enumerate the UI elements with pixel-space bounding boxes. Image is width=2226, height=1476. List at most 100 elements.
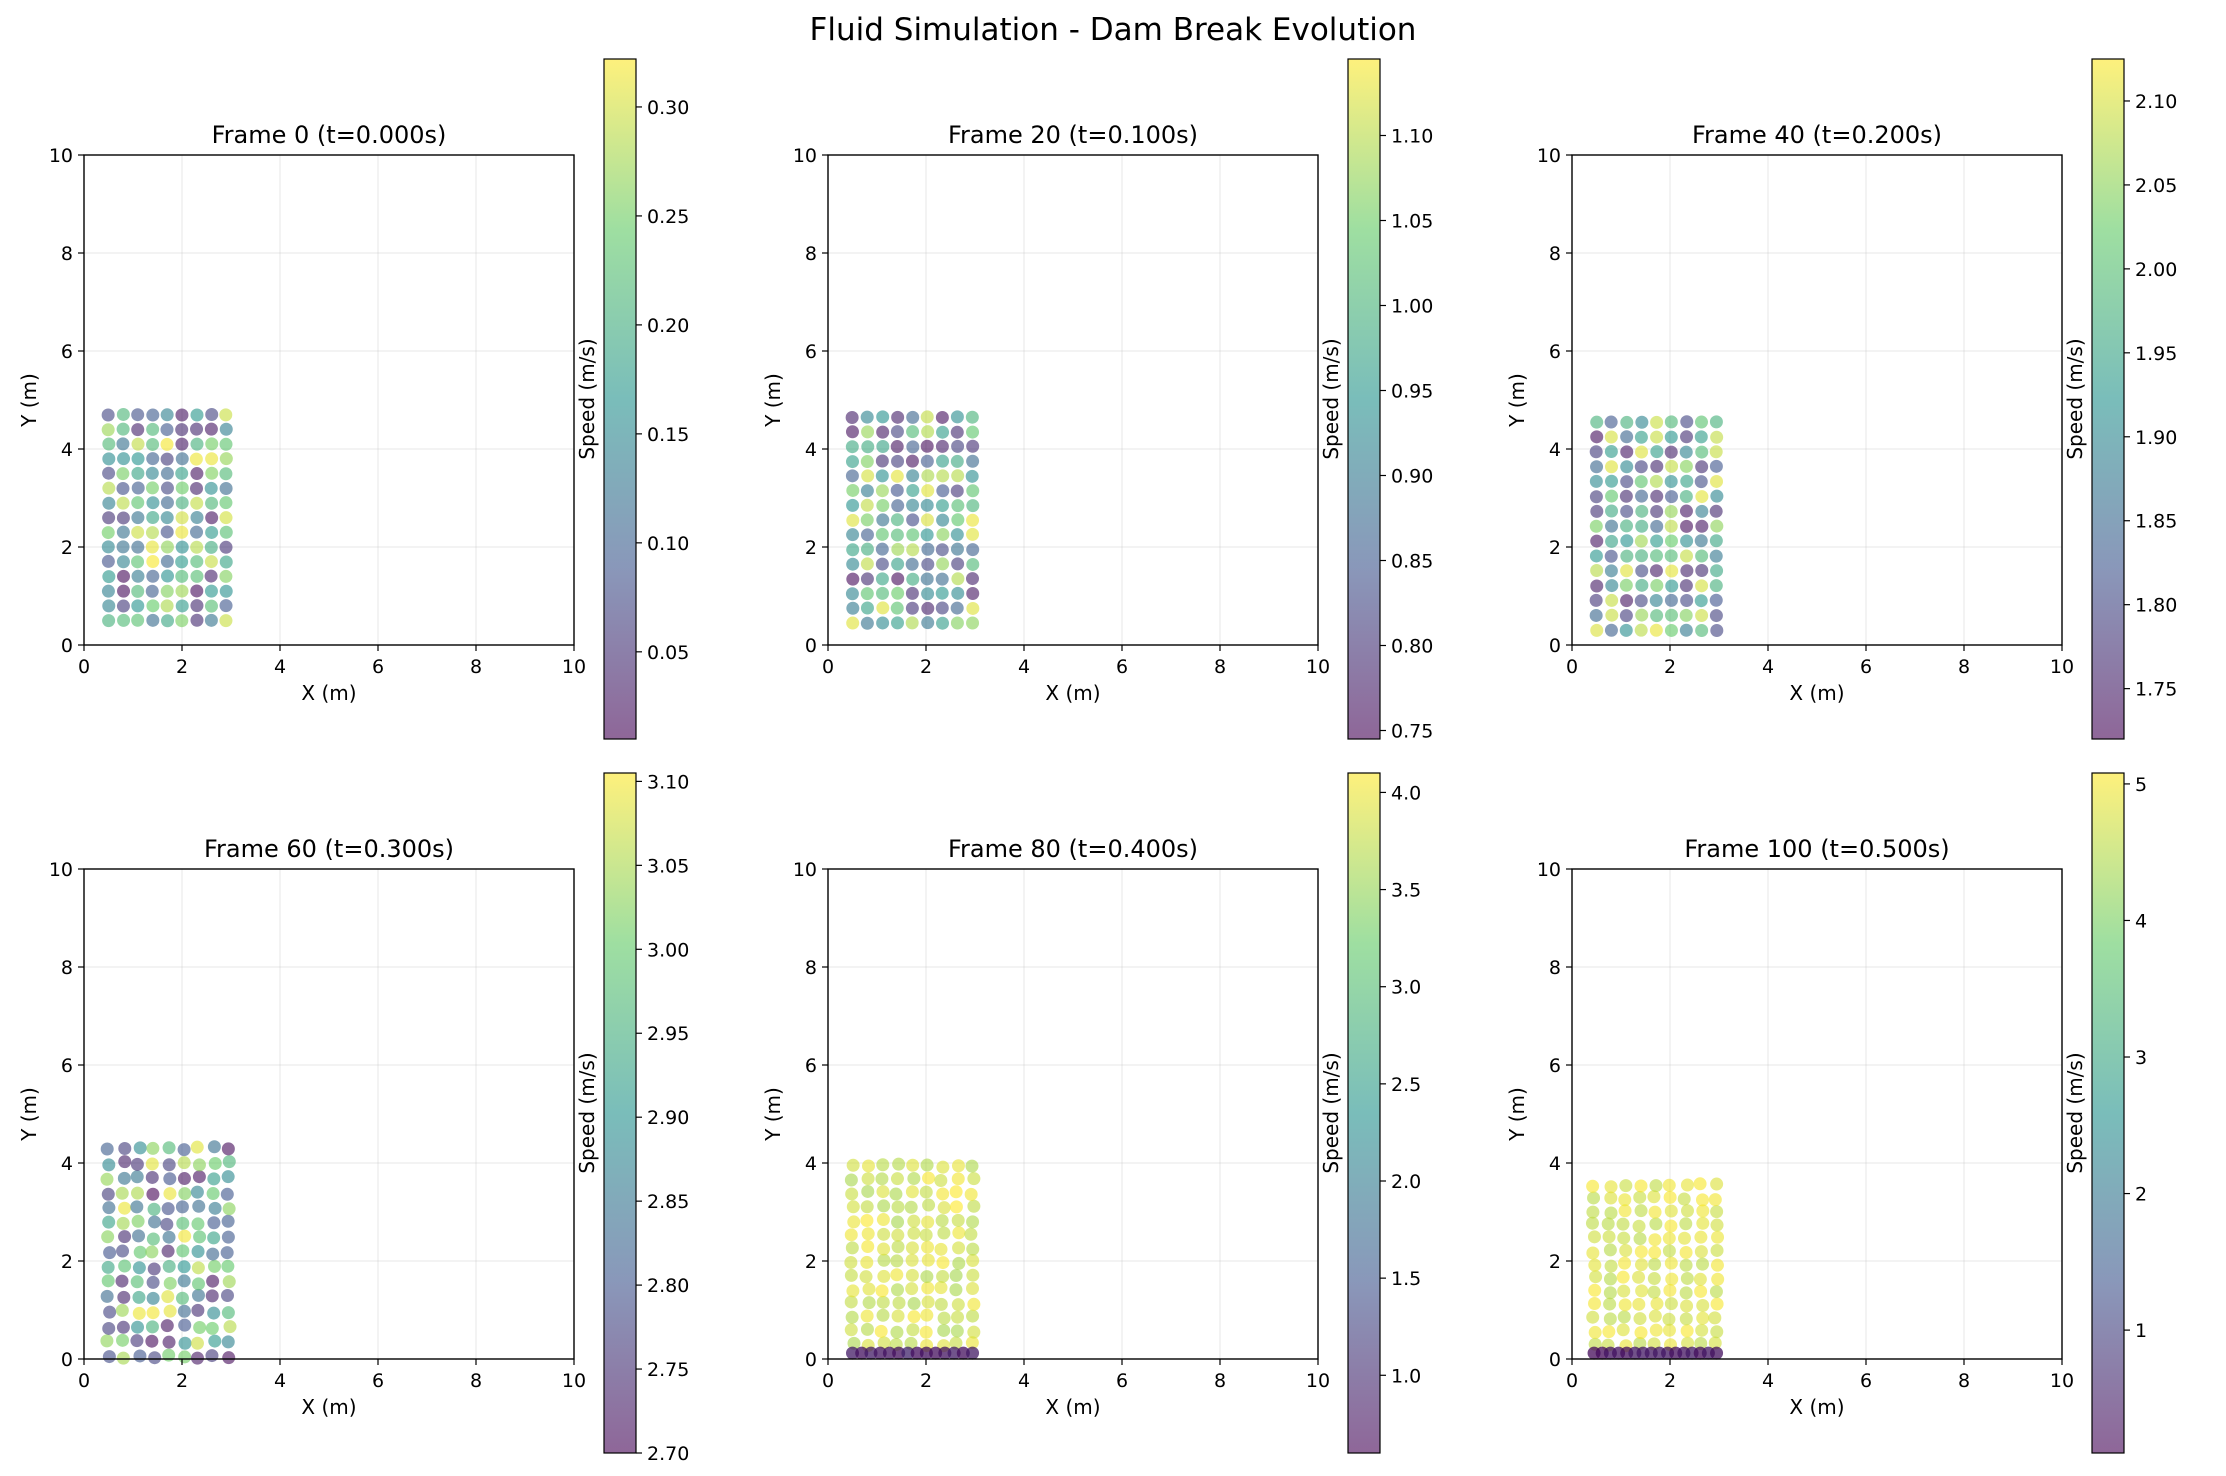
particle: [966, 425, 980, 439]
particle: [951, 499, 965, 513]
particle: [178, 1229, 192, 1243]
particle: [131, 1186, 145, 1200]
particle: [222, 1351, 236, 1365]
particle: [951, 1310, 965, 1324]
particle: [1664, 445, 1678, 459]
particle: [1617, 1284, 1631, 1298]
particle: [205, 1321, 219, 1335]
particle: [116, 1216, 130, 1230]
particle: [875, 572, 889, 586]
particle: [845, 425, 859, 439]
particle: [206, 1274, 220, 1288]
particle: [845, 469, 859, 483]
particle: [132, 1229, 146, 1243]
particle: [145, 1157, 159, 1171]
particle: [221, 1142, 235, 1156]
particle: [1680, 1178, 1694, 1192]
particle: [846, 572, 860, 586]
particle: [966, 1309, 980, 1323]
particle: [191, 1288, 205, 1302]
particle: [861, 1184, 875, 1198]
particle: [966, 1282, 980, 1296]
particle: [922, 1171, 936, 1185]
particle: [951, 513, 965, 527]
particle: [205, 511, 219, 525]
particle: [1634, 1179, 1648, 1193]
particle: [175, 466, 189, 480]
particle: [860, 557, 874, 571]
particle: [921, 616, 935, 630]
particle: [1679, 490, 1693, 504]
axes-frame: [1571, 154, 2063, 646]
x-tick-label: 10: [2050, 1370, 2074, 1392]
x-tick-label: 0: [822, 656, 834, 678]
particle: [1679, 608, 1693, 622]
particle: [101, 1187, 115, 1201]
particle: [966, 616, 980, 630]
particle: [221, 1306, 235, 1320]
particle: [131, 599, 145, 613]
particle: [189, 452, 203, 466]
particle: [920, 1158, 934, 1172]
particle: [175, 525, 189, 539]
colorbar-tick-label: 0.20: [647, 315, 689, 337]
particle: [906, 1158, 920, 1172]
particle: [145, 466, 159, 480]
particle: [1680, 415, 1694, 429]
particle: [1710, 1243, 1724, 1257]
particle: [146, 1291, 160, 1305]
particle: [191, 1303, 205, 1317]
particle: [116, 1320, 130, 1334]
particle: [1604, 460, 1618, 474]
particle: [1620, 594, 1634, 608]
particle: [191, 1217, 205, 1231]
axes-frame: [83, 154, 575, 646]
particle: [193, 1320, 207, 1334]
particle: [1695, 563, 1709, 577]
particle: [160, 1319, 174, 1333]
particle: [133, 1141, 147, 1155]
particle: [875, 542, 889, 556]
particle: [1650, 415, 1664, 429]
particle: [892, 1157, 906, 1171]
particle: [205, 466, 219, 480]
particle: [116, 540, 130, 554]
particle: [951, 1298, 965, 1312]
particle: [860, 455, 874, 469]
particle: [1662, 1323, 1676, 1337]
particle: [966, 557, 980, 571]
particle: [966, 601, 980, 615]
particle: [146, 1232, 160, 1246]
particle: [934, 1242, 948, 1256]
particle: [146, 511, 160, 525]
particle: [131, 525, 145, 539]
colorbar-tick-label: 2.75: [647, 1359, 689, 1381]
particle: [1664, 474, 1678, 488]
particle: [966, 484, 980, 498]
particle: [192, 1170, 206, 1184]
particle: [845, 1310, 859, 1324]
particle: [205, 407, 219, 421]
particle: [1695, 608, 1709, 622]
particle: [845, 1241, 859, 1255]
particle: [175, 555, 189, 569]
particle: [221, 1335, 235, 1349]
particle: [890, 425, 904, 439]
particle: [117, 584, 131, 598]
colorbar-tick-label: 0.75: [1391, 721, 1433, 743]
particle: [219, 452, 233, 466]
colorbar: [604, 59, 636, 739]
particle: [890, 601, 904, 615]
particle: [1710, 489, 1724, 503]
particle: [920, 439, 934, 453]
particle: [102, 599, 116, 613]
subplot-title: Frame 60 (t=0.300s): [204, 835, 454, 863]
particle: [875, 469, 889, 483]
particle: [847, 1336, 861, 1350]
particle: [1696, 1298, 1710, 1312]
y-tick-label: 6: [805, 341, 817, 363]
x-tick-label: 10: [1306, 1370, 1330, 1392]
particle: [1588, 1283, 1602, 1297]
particle: [1649, 594, 1663, 608]
particle-settled: [1710, 1346, 1724, 1360]
